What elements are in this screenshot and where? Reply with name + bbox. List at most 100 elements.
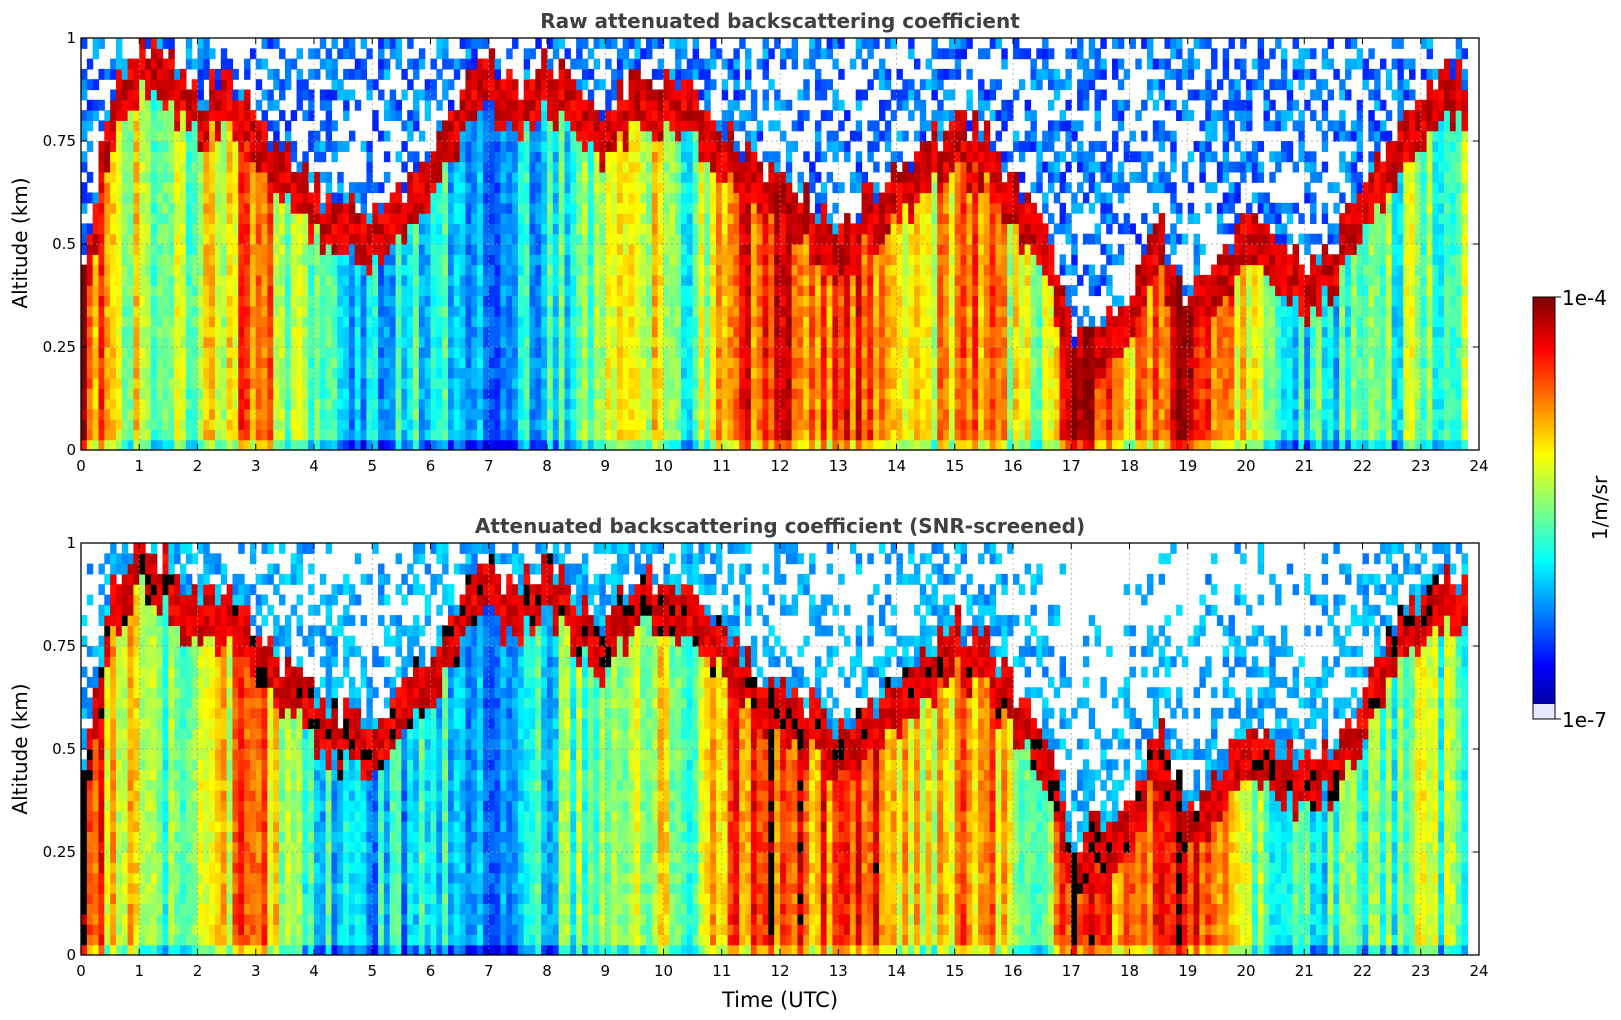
heatmap-cell — [255, 347, 263, 358]
heatmap-cell — [115, 419, 123, 430]
heatmap-cell — [570, 305, 577, 317]
heatmap-cell — [249, 336, 257, 348]
heatmap-cell — [704, 151, 711, 163]
heatmap-cell — [407, 398, 414, 410]
heatmap-cell — [139, 254, 146, 266]
heatmap-cell — [284, 367, 292, 379]
heatmap-cell — [174, 68, 181, 80]
heatmap-cell — [424, 213, 432, 224]
heatmap-cell — [884, 254, 892, 266]
heatmap-cell — [191, 213, 199, 224]
heatmap-cell — [110, 161, 117, 173]
heatmap-cell — [791, 305, 799, 317]
heatmap-cell — [663, 439, 670, 450]
heatmap-cell — [314, 48, 321, 60]
heatmap-cell — [279, 161, 286, 173]
heatmap-cell — [482, 192, 490, 204]
heatmap-cell — [115, 264, 123, 276]
heatmap-cell — [168, 120, 175, 132]
heatmap-cell — [302, 89, 309, 101]
heatmap-cell — [675, 110, 682, 121]
heatmap-cell — [657, 120, 665, 132]
heatmap-cell — [529, 151, 536, 163]
heatmap-cell — [494, 367, 501, 379]
heatmap-cell — [308, 316, 315, 327]
heatmap-cell — [739, 326, 746, 338]
heatmap-cell — [494, 192, 501, 204]
heatmap-cell — [587, 295, 595, 307]
heatmap-cell — [98, 336, 105, 348]
heatmap-cell — [238, 285, 245, 297]
heatmap-cell — [308, 141, 315, 152]
heatmap-cell — [220, 171, 228, 183]
heatmap-cell — [611, 264, 618, 276]
heatmap-cell — [226, 223, 234, 235]
heatmap-cell — [750, 89, 758, 101]
heatmap-cell — [413, 357, 420, 369]
heatmap-cell — [488, 367, 496, 379]
heatmap-cell — [389, 223, 397, 235]
heatmap-cell — [809, 398, 816, 410]
heatmap-cell — [849, 398, 857, 410]
heatmap-cell — [436, 120, 443, 132]
heatmap-cell — [180, 295, 187, 307]
heatmap-cell — [791, 223, 799, 235]
heatmap-cell — [453, 388, 461, 400]
heatmap-cell — [98, 295, 105, 307]
heatmap-cell — [768, 244, 775, 255]
heatmap-cell — [127, 244, 135, 255]
heatmap-cell — [86, 141, 94, 152]
heatmap-cell — [814, 419, 822, 430]
heatmap-cell — [552, 48, 560, 60]
heatmap-cell — [774, 408, 781, 420]
heatmap-cell — [873, 274, 880, 286]
heatmap-cell — [721, 244, 729, 255]
heatmap-cell — [535, 202, 542, 214]
heatmap-cell — [86, 388, 94, 400]
heatmap-cell — [500, 89, 507, 101]
heatmap-cell — [698, 336, 705, 348]
heatmap-cell — [273, 419, 280, 430]
heatmap-cell — [809, 408, 816, 420]
heatmap-cell — [517, 377, 525, 389]
heatmap-cell — [174, 316, 181, 327]
heatmap-cell — [413, 223, 420, 235]
heatmap-cell — [733, 68, 740, 80]
heatmap-cell — [902, 192, 909, 204]
heatmap-cell — [226, 285, 234, 297]
heatmap-cell — [453, 419, 461, 430]
heatmap-cell — [418, 202, 426, 214]
heatmap-cell — [517, 171, 525, 183]
heatmap-cell — [150, 48, 158, 60]
heatmap-cell — [587, 48, 595, 60]
heatmap-cell — [273, 367, 280, 379]
heatmap-cell — [576, 274, 583, 286]
heatmap-cell — [436, 202, 443, 214]
heatmap-cell — [506, 305, 513, 317]
heatmap-cell — [721, 316, 729, 327]
heatmap-cell — [378, 264, 385, 276]
heatmap-cell — [599, 192, 606, 204]
heatmap-cell — [733, 244, 740, 255]
heatmap-cell — [535, 182, 542, 194]
heatmap-cell — [570, 326, 577, 338]
heatmap-cell — [162, 419, 169, 430]
heatmap-cell — [844, 274, 851, 286]
heatmap-cell — [611, 429, 618, 441]
heatmap-cell — [226, 408, 234, 420]
heatmap-cell — [634, 120, 641, 132]
heatmap-cell — [692, 419, 700, 430]
heatmap-cell — [832, 285, 839, 297]
heatmap-cell — [646, 377, 653, 389]
heatmap-cell — [733, 285, 740, 297]
heatmap-cell — [273, 130, 280, 142]
heatmap-cell — [150, 244, 158, 255]
heatmap-cell — [750, 377, 758, 389]
heatmap-cell — [238, 316, 245, 327]
heatmap-cell — [314, 264, 321, 276]
heatmap-cell — [890, 244, 898, 255]
heatmap-cell — [331, 274, 338, 286]
heatmap-cell — [867, 254, 874, 266]
heatmap-cell — [494, 305, 501, 317]
heatmap-cell — [319, 264, 327, 276]
